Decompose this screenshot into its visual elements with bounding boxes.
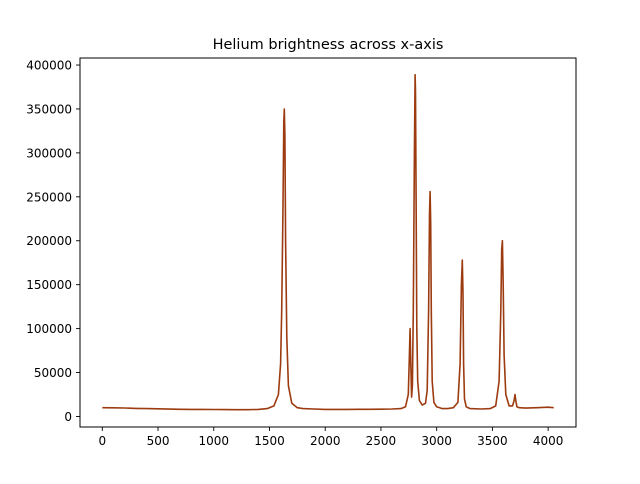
x-tick-label: 4000 (533, 434, 564, 448)
y-tick-label: 250000 (26, 190, 72, 204)
x-tick-label: 1500 (254, 434, 285, 448)
y-tick-label: 400000 (26, 59, 72, 73)
x-tick-label: 500 (147, 434, 170, 448)
x-tick-label: 3000 (421, 434, 452, 448)
y-tick-label: 150000 (26, 278, 72, 292)
y-tick-label: 0 (64, 410, 72, 424)
y-tick-label: 300000 (26, 146, 72, 160)
x-axis: 0 500 1000 1500 2000 2500 3000 3500 4000 (98, 427, 563, 448)
y-axis: 0 50000 100000 150000 200000 250000 300000 3500… (26, 59, 80, 424)
x-tick-label: 2500 (366, 434, 397, 448)
y-tick-label: 50000 (34, 366, 72, 380)
x-tick-label: 1000 (198, 434, 229, 448)
x-tick-label: 2000 (310, 434, 341, 448)
chart-title: Helium brightness across x-axis (213, 37, 444, 53)
x-tick-label: 0 (98, 434, 106, 448)
series-line (102, 73, 554, 411)
y-tick-label: 350000 (26, 102, 72, 116)
plot-frame (79, 57, 577, 428)
x-tick-label: 3500 (477, 434, 508, 448)
series-layer (102, 73, 554, 411)
y-tick-label: 200000 (26, 234, 72, 248)
y-tick-label: 100000 (26, 322, 72, 336)
